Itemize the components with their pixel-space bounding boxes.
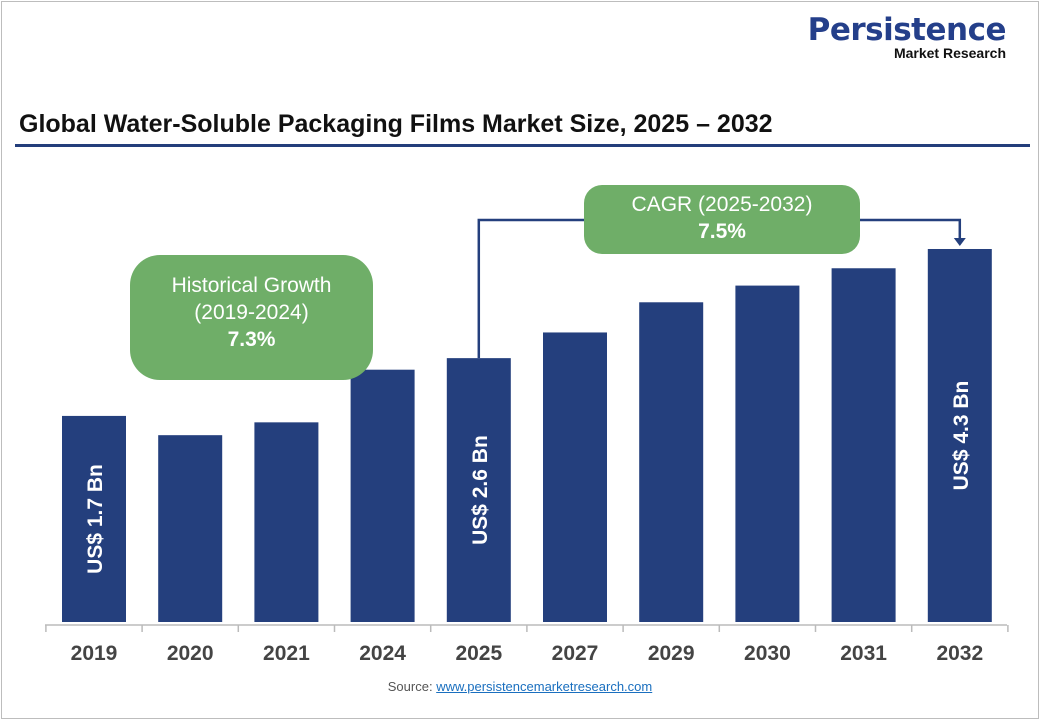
arrow-down-icon (953, 238, 966, 246)
x-tick-label: 2024 (359, 642, 406, 665)
data-label: US$ 2.6 Bn (469, 435, 492, 545)
cagr-value: 7.5% (698, 220, 746, 243)
cagr-callout: CAGR (2025-2032) 7.5% (584, 185, 860, 254)
x-tick-label: 2032 (936, 642, 983, 665)
x-tick-label: 2027 (552, 642, 599, 665)
bar-2031 (831, 268, 896, 622)
source-note: Source: www.persistencemarketresearch.co… (0, 679, 1040, 694)
x-tick-label: 2019 (71, 642, 118, 665)
source-label: Source: (387, 679, 433, 694)
data-label: US$ 4.3 Bn (950, 381, 973, 491)
historical-value: 7.3% (227, 328, 276, 351)
x-tick-label: 2020 (167, 642, 214, 665)
cagr-connector-line (477, 218, 584, 359)
bar-2020 (158, 435, 223, 622)
logo: Persistence Market Research (807, 12, 1007, 61)
cagr-connector-line (860, 218, 962, 240)
source-link[interactable]: www.persistencemarketresearch.com (436, 679, 653, 694)
data-label: US$ 1.7 Bn (84, 464, 107, 574)
title-underline (15, 144, 1030, 147)
bar-2021 (254, 422, 319, 622)
x-tick-label: 2021 (263, 642, 310, 665)
bar-2025 (446, 358, 511, 622)
bar-2027 (543, 332, 607, 622)
bar-2024 (350, 369, 415, 622)
bar-2032 (927, 248, 992, 623)
logo-line2: Market Research (893, 45, 1006, 61)
logo-line1: Persistence (807, 12, 1007, 48)
historical-growth-callout: Historical Growth (2019-2024) 7.3% (130, 255, 373, 380)
historical-period: (2019-2024) (194, 301, 309, 324)
x-tick-label: 2030 (744, 642, 791, 665)
cagr-label: CAGR (2025-2032) (631, 193, 813, 216)
bar-2029 (639, 302, 704, 622)
x-tick-label: 2025 (455, 642, 502, 665)
bar-2030 (735, 285, 800, 622)
chart-title: Global Water-Soluble Packaging Films Mar… (19, 110, 773, 138)
historical-label: Historical Growth (171, 274, 332, 297)
x-tick-label: 2029 (648, 642, 695, 665)
x-tick-label: 2031 (840, 642, 887, 665)
bar-2019 (62, 415, 126, 622)
